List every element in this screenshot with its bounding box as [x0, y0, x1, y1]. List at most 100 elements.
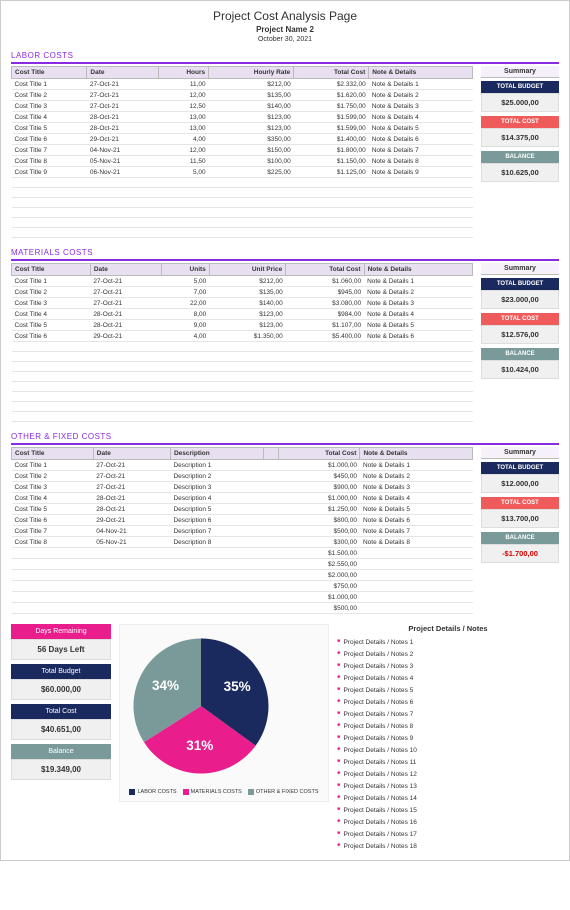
- cell: $2.332,00: [294, 79, 369, 90]
- legend-label: LABOR COSTS: [137, 789, 176, 795]
- cell: 04-Nov-21: [93, 526, 170, 537]
- notes-title: Project Details / Notes: [337, 624, 559, 633]
- cell: Description 6: [170, 515, 263, 526]
- table-row: Cost Title 327-Oct-21Description 3$900,0…: [12, 482, 473, 493]
- note-item: Project Details / Notes 14: [337, 792, 559, 804]
- summary-budget: TOTAL BUDGET$12.000,00: [481, 462, 559, 493]
- cell: Note & Details 5: [360, 504, 473, 515]
- cell: [264, 515, 279, 526]
- col-header: Description: [170, 448, 263, 460]
- kpi-box: Total Budget$60.000,00: [11, 664, 111, 700]
- cell: Description 7: [170, 526, 263, 537]
- cell: [170, 603, 263, 614]
- cell: $945,00: [286, 287, 364, 298]
- empty-row: [12, 342, 473, 352]
- kpi-column: Days Remaining56 Days LeftTotal Budget$6…: [11, 624, 111, 780]
- section-labor: LABOR COSTSCost TitleDateHoursHourly Rat…: [11, 51, 559, 238]
- cell: 27-Oct-21: [93, 460, 170, 471]
- summary-label: TOTAL COST: [481, 313, 559, 325]
- empty-row: [12, 352, 473, 362]
- summary-panel: SummaryTOTAL BUDGET$12.000,00TOTAL COST$…: [481, 447, 559, 614]
- cell: $1.620,00: [294, 90, 369, 101]
- note-item: Project Details / Notes 11: [337, 756, 559, 768]
- report-date: October 30, 2021: [11, 36, 559, 43]
- cell: 29-Oct-21: [93, 515, 170, 526]
- cell: 29-Oct-21: [90, 331, 161, 342]
- cell: [93, 581, 170, 592]
- legend-swatch: [129, 789, 135, 795]
- cost-table: Cost TitleDateHoursHourly RateTotal Cost…: [11, 66, 473, 238]
- cell: [264, 526, 279, 537]
- cell: Cost Title 5: [12, 123, 87, 134]
- table-row: Cost Title 428-Oct-2113,00$123,00$1.599,…: [12, 112, 473, 123]
- cell: [264, 581, 279, 592]
- bottom-row: Days Remaining56 Days LeftTotal Budget$6…: [11, 624, 559, 852]
- note-item: Project Details / Notes 15: [337, 804, 559, 816]
- cell: [360, 559, 473, 570]
- cell: $900,00: [279, 482, 360, 493]
- cell: 12,00: [158, 145, 208, 156]
- cell: Note & Details 5: [369, 123, 473, 134]
- summary-balance: BALANCE-$1.700,00: [481, 532, 559, 563]
- summary-value: -$1.700,00: [481, 544, 559, 563]
- col-header: Date: [93, 448, 170, 460]
- cell: $1.800,00: [294, 145, 369, 156]
- cell: [264, 548, 279, 559]
- summary-label: TOTAL BUDGET: [481, 81, 559, 93]
- cell: Note & Details 3: [360, 482, 473, 493]
- cell: 9,00: [162, 320, 210, 331]
- cell: Cost Title 1: [12, 276, 91, 287]
- cell: $140,00: [209, 298, 285, 309]
- cell: Cost Title 3: [12, 101, 87, 112]
- col-header: Date: [87, 67, 158, 79]
- cell: 22,00: [162, 298, 210, 309]
- table-row: $1.500,00: [12, 548, 473, 559]
- cell: Note & Details 8: [369, 156, 473, 167]
- cell: Cost Title 4: [12, 493, 94, 504]
- empty-row: [12, 228, 473, 238]
- cell: Cost Title 2: [12, 471, 94, 482]
- cell: $300,00: [279, 537, 360, 548]
- cell: Description 1: [170, 460, 263, 471]
- cell: $1.107,00: [286, 320, 364, 331]
- cell: Cost Title 3: [12, 298, 91, 309]
- cell: $1.125,00: [294, 167, 369, 178]
- cell: $450,00: [279, 471, 360, 482]
- cell: 27-Oct-21: [90, 298, 161, 309]
- cell: 28-Oct-21: [93, 504, 170, 515]
- cell: Cost Title 8: [12, 156, 87, 167]
- section-title: OTHER & FIXED COSTS: [11, 432, 559, 445]
- empty-row: [12, 382, 473, 392]
- note-item: Project Details / Notes 4: [337, 672, 559, 684]
- section-title: MATERIALS COSTS: [11, 248, 559, 261]
- summary-cost: TOTAL COST$13.700,00: [481, 497, 559, 528]
- table-row: Cost Title 227-Oct-21Description 2$450,0…: [12, 471, 473, 482]
- table-row: Cost Title 428-Oct-218,00$123,00$984,00N…: [12, 309, 473, 320]
- note-item: Project Details / Notes 5: [337, 684, 559, 696]
- cell: $225,00: [209, 167, 294, 178]
- cell: $135,00: [209, 287, 285, 298]
- cell: 13,00: [158, 123, 208, 134]
- cell: [264, 537, 279, 548]
- kpi-label: Total Cost: [11, 704, 111, 719]
- cell: $140,00: [209, 101, 294, 112]
- table-row: Cost Title 327-Oct-2112,50$140,00$1.750,…: [12, 101, 473, 112]
- col-header: Note & Details: [369, 67, 473, 79]
- table-row: Cost Title 127-Oct-215,00$212,00$1.060,0…: [12, 276, 473, 287]
- kpi-box: Total Cost$40.651,00: [11, 704, 111, 740]
- cell: [12, 570, 94, 581]
- cell: [12, 548, 94, 559]
- table-row: Cost Title 704-Nov-21Description 7$500,0…: [12, 526, 473, 537]
- cell: 13,00: [158, 112, 208, 123]
- pie-chart: 35%31%34%: [126, 631, 276, 781]
- col-header: [264, 448, 279, 460]
- cell: 27-Oct-21: [93, 482, 170, 493]
- summary-panel: SummaryTOTAL BUDGET$25.000,00TOTAL COST$…: [481, 66, 559, 238]
- col-header: Total Cost: [294, 67, 369, 79]
- note-item: Project Details / Notes 18: [337, 840, 559, 852]
- cell: Note & Details 5: [364, 320, 472, 331]
- cell: Note & Details 9: [369, 167, 473, 178]
- cell: Cost Title 2: [12, 287, 91, 298]
- cell: [360, 548, 473, 559]
- cell: $500,00: [279, 603, 360, 614]
